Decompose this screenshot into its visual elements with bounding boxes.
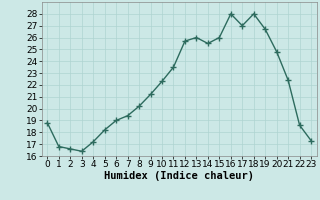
X-axis label: Humidex (Indice chaleur): Humidex (Indice chaleur) (104, 171, 254, 181)
